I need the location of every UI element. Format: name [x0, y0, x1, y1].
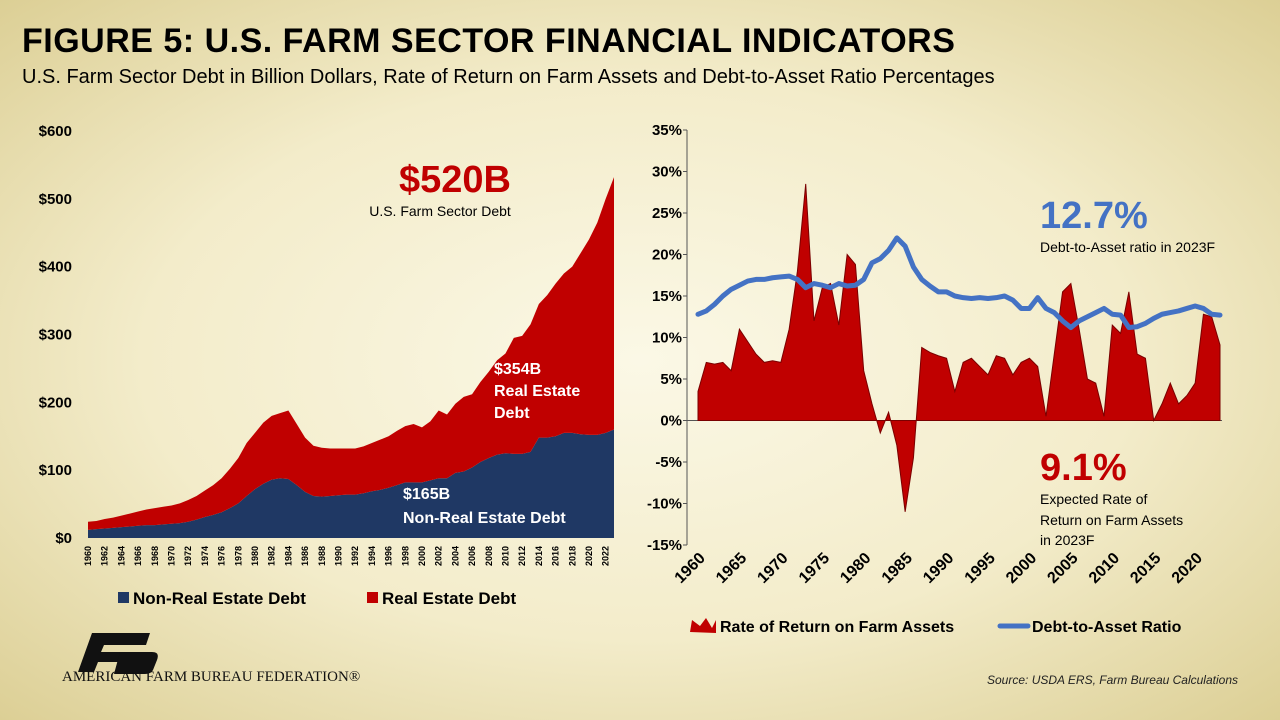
y-tick-label: 20% [652, 247, 682, 264]
y-tick-label: $300 [39, 327, 72, 344]
x-tick-label: 1990 [920, 550, 957, 587]
y-tick-label: 15% [652, 288, 682, 305]
y-tick-label: -5% [655, 454, 682, 471]
x-tick-label: 2005 [1044, 550, 1081, 587]
area-series [697, 183, 1221, 512]
legend-label: Non-Real Estate Debt [133, 589, 306, 608]
annotation: Non-Real Estate Debt [403, 510, 566, 527]
x-tick-label: 1962 [100, 546, 110, 566]
y-tick-label: 25% [652, 205, 682, 222]
y-tick-label: 35% [652, 122, 682, 139]
x-tick-label: 1965 [713, 550, 750, 587]
y-tick-label: $0 [55, 530, 72, 547]
x-tick-label: 2012 [517, 546, 527, 566]
y-tick-label: -15% [647, 537, 682, 554]
x-tick-label: 2000 [1003, 550, 1040, 587]
annotation: U.S. Farm Sector Debt [369, 203, 511, 219]
x-tick-label: 1960 [672, 550, 709, 587]
source: Source: USDA ERS, Farm Bureau Calculatio… [987, 673, 1238, 687]
annotation: Real Estate [494, 383, 580, 400]
annotation: in 2023F [1040, 532, 1094, 548]
x-tick-label: 1995 [962, 550, 999, 587]
annotation: 9.1% [1040, 447, 1127, 489]
x-tick-label: 1980 [250, 546, 260, 566]
x-tick-label: 2008 [484, 546, 494, 566]
y-tick-label: -10% [647, 496, 682, 513]
annotation: Debt-to-Asset ratio in 2023F [1040, 239, 1215, 255]
x-tick-label: 2000 [417, 546, 427, 566]
x-tick-label: 1975 [796, 550, 833, 587]
annotation: $520B [399, 159, 511, 201]
x-tick-label: 1988 [317, 546, 327, 566]
x-tick-label: 2020 [584, 546, 594, 566]
y-tick-label: $400 [39, 259, 72, 276]
legend-label: Debt-to-Asset Ratio [1032, 619, 1182, 636]
x-tick-label: 2022 [601, 546, 611, 566]
x-tick-label: 1986 [300, 546, 310, 566]
y-tick-label: 0% [660, 413, 682, 430]
x-tick-label: 2020 [1169, 550, 1206, 587]
x-tick-label: 1966 [133, 546, 143, 566]
x-tick-label: 2010 [500, 546, 510, 566]
y-tick-label: $500 [39, 191, 72, 208]
x-tick-label: 1985 [879, 550, 916, 587]
annotation: Return on Farm Assets [1040, 512, 1183, 528]
y-tick-label: $200 [39, 394, 72, 411]
y-tick-label: 10% [652, 330, 682, 347]
x-tick-label: 1972 [183, 546, 193, 566]
legend-swatch [690, 618, 716, 633]
x-tick-label: 2016 [551, 546, 561, 566]
legend-swatch [118, 592, 129, 603]
annotation: $165B [403, 486, 450, 503]
x-tick-label: 1970 [166, 546, 176, 566]
x-tick-label: 2006 [467, 546, 477, 566]
x-tick-label: 1960 [83, 546, 93, 566]
x-tick-label: 1994 [367, 546, 377, 566]
annotation: $354B [494, 361, 541, 378]
area-series [88, 429, 614, 538]
x-tick-label: 1992 [350, 546, 360, 566]
annotation: Debt [494, 405, 530, 422]
x-tick-label: 1964 [116, 546, 126, 566]
area-series [88, 177, 614, 530]
x-tick-label: 2015 [1127, 550, 1164, 587]
x-tick-label: 2018 [567, 546, 577, 566]
x-tick-label: 1968 [150, 546, 160, 566]
x-tick-label: 2010 [1086, 550, 1123, 587]
x-tick-label: 1984 [283, 546, 293, 566]
x-tick-label: 1996 [384, 546, 394, 566]
y-tick-label: $600 [39, 123, 72, 140]
line-series [695, 235, 1223, 331]
subtitle: U.S. Farm Sector Debt in Billion Dollars… [22, 66, 995, 88]
organization: AMERICAN FARM BUREAU FEDERATION® [62, 669, 360, 685]
x-tick-label: 1976 [217, 546, 227, 566]
x-tick-label: 1998 [400, 546, 410, 566]
x-tick-label: 1978 [233, 546, 243, 566]
title: FIGURE 5: U.S. FARM SECTOR FINANCIAL IND… [22, 22, 955, 60]
y-tick-label: $100 [39, 462, 72, 479]
x-tick-label: 1970 [754, 550, 791, 587]
annotation: 12.7% [1040, 195, 1148, 237]
legend-label: Rate of Return on Farm Assets [720, 619, 954, 636]
logo [78, 633, 158, 674]
annotation: Expected Rate of [1040, 491, 1148, 507]
x-tick-label: 1980 [837, 550, 874, 587]
y-tick-label: 30% [652, 164, 682, 181]
x-tick-label: 1974 [200, 546, 210, 566]
legend-swatch [367, 592, 378, 603]
x-tick-label: 2002 [434, 546, 444, 566]
x-tick-label: 1982 [267, 546, 277, 566]
x-tick-label: 1990 [333, 546, 343, 566]
legend-label: Real Estate Debt [382, 589, 516, 608]
x-tick-label: 2014 [534, 546, 544, 566]
x-tick-label: 2004 [450, 546, 460, 566]
y-tick-label: 5% [660, 371, 682, 388]
